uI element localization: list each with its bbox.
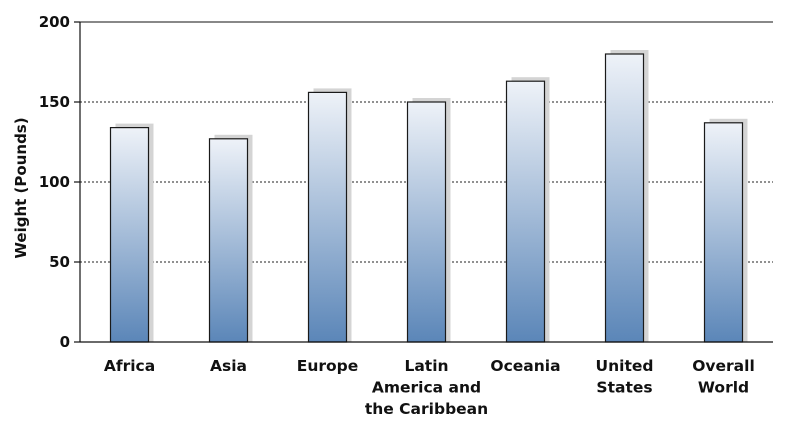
bar bbox=[307, 91, 348, 343]
bar bbox=[505, 80, 546, 343]
axes bbox=[74, 21, 773, 343]
gridlines bbox=[80, 101, 773, 263]
labels: Africa Asia Europe Latin America and the Cari… bbox=[39, 13, 755, 418]
x-tick-label: Europe bbox=[297, 357, 359, 375]
x-tick-label: Africa bbox=[104, 357, 155, 375]
y-axis-title: Weight (Pounds) bbox=[12, 117, 30, 258]
y-tick-label: 0 bbox=[60, 333, 70, 351]
bars bbox=[109, 50, 748, 343]
x-tick-label: Overall World bbox=[692, 357, 755, 397]
x-tick-label: Latin America and the Caribbean bbox=[365, 357, 488, 418]
x-tick-label: Oceania bbox=[490, 357, 560, 375]
y-tick-label: 50 bbox=[49, 253, 70, 271]
bar bbox=[703, 122, 744, 343]
x-tick-label: Asia bbox=[210, 357, 247, 375]
y-tick-label: 100 bbox=[39, 173, 70, 191]
bar bbox=[109, 126, 150, 343]
y-tick-label: 150 bbox=[39, 93, 70, 111]
x-tick-label: United States bbox=[596, 357, 654, 397]
bar bbox=[604, 53, 645, 343]
y-tick-label: 200 bbox=[39, 13, 70, 31]
bar bbox=[208, 138, 249, 343]
bar bbox=[406, 101, 447, 343]
